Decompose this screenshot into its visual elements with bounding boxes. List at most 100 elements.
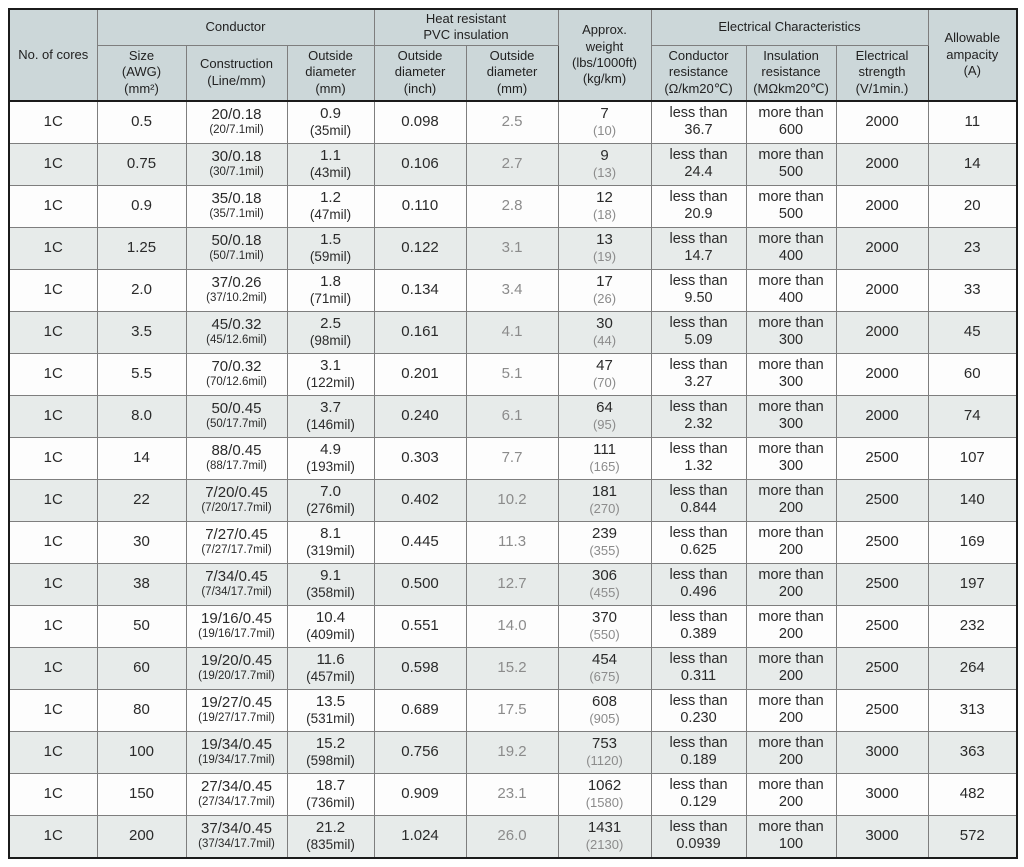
cell-outside-diameter-inch: 0.598 [373, 646, 467, 690]
cell-outside-diameter-mm: 21.2 (835mil) [286, 814, 375, 858]
weight-lbs-value: 608 [592, 693, 618, 711]
conductor-resistance-value: 20.9 [684, 206, 713, 222]
construction-mil-value: (19/20/17.7mil) [198, 670, 275, 683]
weight-kg-value: (550) [589, 627, 620, 643]
construction-value: 7/27/0.45 [205, 526, 268, 544]
conductor-resistance-value: 14.7 [684, 248, 713, 264]
more-than-label: more than [758, 566, 824, 583]
construction-value: 20/0.18 [211, 106, 262, 124]
table-row: 1C 1.25 50/0.18 (50/7.1mil) 1.5 (59mil) … [8, 226, 1018, 270]
weight-kg-value: (455) [589, 585, 620, 601]
cell-insulation-resistance: more than 200 [745, 478, 837, 522]
cell-construction: 30/0.18 (30/7.1mil) [185, 142, 288, 186]
cell-electrical-strength: 2500 [835, 478, 929, 522]
header-construction: Construction (Line/mm) [185, 44, 288, 101]
construction-value: 35/0.18 [211, 190, 262, 208]
weight-lbs-value: 7 [600, 105, 609, 123]
construction-mil-value: (30/7.1mil) [209, 166, 264, 179]
conductor-resistance-value: 0.844 [680, 500, 717, 516]
conductor-resistance-value: 1.32 [684, 458, 713, 474]
cell-conductor-resistance: less than 0.0939 [650, 814, 747, 858]
weight-kg-value: (675) [589, 669, 620, 685]
cell-allowable-ampacity: 482 [927, 772, 1018, 816]
weight-kg-value: (1580) [585, 795, 624, 811]
cell-electrical-strength: 2000 [835, 184, 929, 228]
cell-allowable-ampacity: 363 [927, 730, 1018, 774]
cell-outside-diameter-mm: 10.4 (409mil) [286, 604, 375, 648]
cell-cores: 1C [8, 352, 98, 396]
insulation-resistance-value: 600 [778, 122, 804, 138]
cell-construction: 70/0.32 (70/12.6mil) [185, 352, 288, 396]
less-than-label: less than [669, 230, 728, 247]
cell-conductor-resistance: less than 0.496 [650, 562, 747, 606]
cell-approx-weight: 17 (26) [557, 268, 652, 312]
cell-approx-weight: 181 (270) [557, 478, 652, 522]
cell-cores: 1C [8, 478, 98, 522]
cell-allowable-ampacity: 140 [927, 478, 1018, 522]
header-electrical-strength: Electrical strength (V/1min.) [835, 44, 929, 101]
conductor-resistance-value: 0.189 [680, 752, 717, 768]
header-no-of-cores: No. of cores [8, 8, 98, 101]
table-row: 1C 0.9 35/0.18 (35/7.1mil) 1.2 (47mil) 0… [8, 184, 1018, 228]
weight-lbs-value: 753 [592, 735, 618, 753]
cell-conductor-resistance: less than 9.50 [650, 268, 747, 312]
cell-allowable-ampacity: 572 [927, 814, 1018, 858]
weight-lbs-value: 9 [600, 147, 609, 165]
cell-outside-diameter-mm: 4.9 (193mil) [286, 436, 375, 480]
cell-cores: 1C [8, 100, 98, 144]
construction-mil-value: (37/10.2mil) [206, 292, 267, 305]
weight-lbs-value: 64 [596, 399, 613, 417]
table-row: 1C 80 19/27/0.45 (19/27/17.7mil) 13.5 (5… [8, 688, 1018, 732]
table-body: 1C 0.5 20/0.18 (20/7.1mil) 0.9 (35mil) 0… [8, 100, 1018, 858]
table-row: 1C 14 88/0.45 (88/17.7mil) 4.9 (193mil) … [8, 436, 1018, 480]
cell-approx-weight: 111 (165) [557, 436, 652, 480]
more-than-label: more than [758, 314, 824, 331]
construction-value: 50/0.18 [211, 232, 262, 250]
cell-construction: 35/0.18 (35/7.1mil) [185, 184, 288, 228]
cell-insulation-resistance: more than 200 [745, 646, 837, 690]
weight-kg-value: (1120) [586, 753, 623, 769]
od-mm-mil-value: (47mil) [309, 206, 352, 222]
od-mm-mil-value: (122mil) [306, 374, 355, 390]
cell-approx-weight: 239 (355) [557, 520, 652, 564]
cell-insulation-resistance: more than 300 [745, 394, 837, 438]
less-than-label: less than [669, 608, 728, 625]
cell-construction: 19/34/0.45 (19/34/17.7mil) [185, 730, 288, 774]
less-than-label: less than [669, 566, 728, 583]
construction-value: 19/34/0.45 [201, 736, 272, 754]
construction-mil-value: (7/34/17.7mil) [201, 586, 272, 599]
table-row: 1C 60 19/20/0.45 (19/20/17.7mil) 11.6 (4… [8, 646, 1018, 690]
cell-allowable-ampacity: 45 [927, 310, 1018, 354]
more-than-label: more than [758, 104, 824, 121]
construction-value: 30/0.18 [211, 148, 262, 166]
od-mm-value: 10.4 [315, 608, 346, 626]
conductor-resistance-value: 0.389 [680, 626, 717, 642]
more-than-label: more than [758, 734, 824, 751]
less-than-label: less than [669, 356, 728, 373]
od-mm-mil-value: (409mil) [306, 626, 355, 642]
cell-allowable-ampacity: 20 [927, 184, 1018, 228]
table-row: 1C 30 7/27/0.45 (7/27/17.7mil) 8.1 (319m… [8, 520, 1018, 564]
cell-electrical-strength: 2500 [835, 646, 929, 690]
od-mm-mil-value: (146mil) [306, 416, 355, 432]
od-mm-value: 9.1 [320, 566, 341, 584]
cell-cores: 1C [8, 814, 98, 858]
od-mm-value: 1.1 [320, 146, 341, 164]
weight-lbs-value: 454 [592, 651, 618, 669]
less-than-label: less than [669, 734, 728, 751]
cell-outside-diameter-inch: 0.161 [373, 310, 467, 354]
table-row: 1C 0.75 30/0.18 (30/7.1mil) 1.1 (43mil) … [8, 142, 1018, 186]
cell-outside-diameter-inch: 0.098 [373, 100, 467, 144]
cell-outside-diameter-mm: 0.9 (35mil) [286, 100, 375, 144]
less-than-label: less than [669, 524, 728, 541]
construction-value: 37/0.26 [211, 274, 262, 292]
more-than-label: more than [758, 188, 824, 205]
cell-allowable-ampacity: 14 [927, 142, 1018, 186]
weight-kg-value: (26) [592, 291, 617, 307]
cell-electrical-strength: 2000 [835, 226, 929, 270]
od-mm-value: 3.7 [320, 398, 341, 416]
cell-outside-diameter-mm: 8.1 (319mil) [286, 520, 375, 564]
insulation-resistance-value: 300 [778, 332, 804, 348]
conductor-resistance-value: 0.625 [680, 542, 717, 558]
